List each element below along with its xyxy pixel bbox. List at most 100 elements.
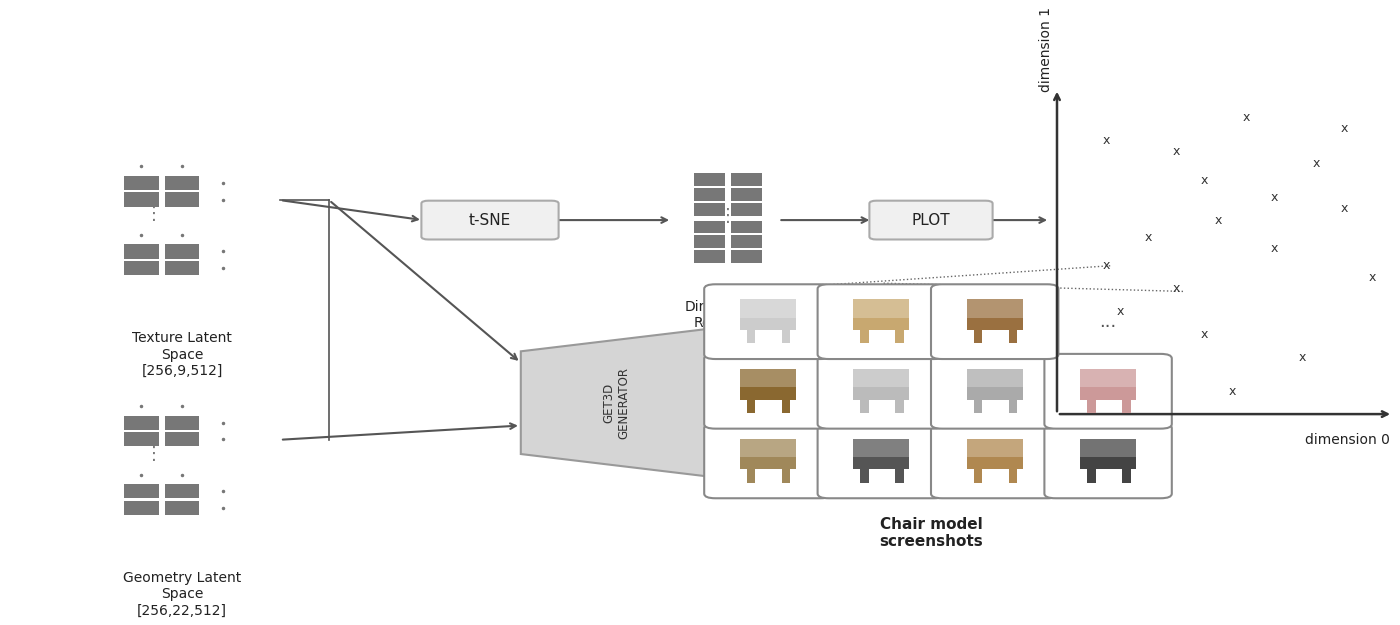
- Text: x: x: [1102, 134, 1110, 147]
- Bar: [1081, 369, 1135, 388]
- Bar: [739, 439, 795, 457]
- Text: ⋮: ⋮: [146, 206, 162, 223]
- Bar: [896, 400, 904, 413]
- FancyBboxPatch shape: [731, 173, 762, 186]
- FancyBboxPatch shape: [165, 176, 199, 190]
- FancyBboxPatch shape: [694, 236, 725, 248]
- Text: PLOT: PLOT: [911, 213, 951, 228]
- Bar: [739, 318, 795, 330]
- FancyBboxPatch shape: [694, 188, 725, 201]
- Text: x: x: [1368, 271, 1376, 284]
- Bar: [748, 330, 756, 343]
- FancyBboxPatch shape: [931, 354, 1058, 429]
- Text: t-SNE: t-SNE: [469, 213, 511, 228]
- Text: x: x: [1340, 202, 1348, 215]
- FancyBboxPatch shape: [123, 484, 158, 498]
- Text: x: x: [1340, 122, 1348, 135]
- Bar: [974, 469, 983, 482]
- Bar: [860, 330, 868, 343]
- Bar: [739, 388, 795, 400]
- Bar: [853, 388, 910, 400]
- Text: ⋮: ⋮: [146, 445, 162, 463]
- FancyBboxPatch shape: [123, 261, 158, 275]
- FancyBboxPatch shape: [1044, 424, 1172, 498]
- FancyBboxPatch shape: [704, 354, 832, 429]
- Text: Texture Latent
Space
[256,9,512]: Texture Latent Space [256,9,512]: [132, 331, 232, 378]
- FancyBboxPatch shape: [818, 424, 945, 498]
- Polygon shape: [521, 329, 711, 477]
- Bar: [853, 439, 910, 457]
- Bar: [1081, 457, 1135, 469]
- Bar: [896, 469, 904, 482]
- Text: x: x: [1242, 111, 1250, 124]
- Text: x: x: [1214, 214, 1222, 227]
- Text: x: x: [1144, 231, 1152, 244]
- FancyBboxPatch shape: [1044, 354, 1172, 429]
- FancyBboxPatch shape: [731, 251, 762, 263]
- Bar: [974, 400, 983, 413]
- Bar: [1121, 400, 1131, 413]
- Text: ...: ...: [1099, 312, 1117, 331]
- Bar: [748, 469, 756, 482]
- Text: x: x: [1312, 156, 1320, 169]
- FancyBboxPatch shape: [694, 251, 725, 263]
- FancyBboxPatch shape: [165, 501, 199, 515]
- Text: x: x: [1172, 282, 1180, 295]
- Text: x: x: [1270, 191, 1278, 204]
- Bar: [781, 330, 790, 343]
- Bar: [966, 388, 1022, 400]
- Bar: [1086, 400, 1095, 413]
- Text: ⋮: ⋮: [720, 206, 736, 224]
- Text: x: x: [1270, 242, 1278, 255]
- FancyBboxPatch shape: [731, 221, 762, 233]
- FancyBboxPatch shape: [931, 284, 1058, 359]
- FancyBboxPatch shape: [869, 201, 993, 239]
- FancyBboxPatch shape: [165, 244, 199, 259]
- Bar: [781, 400, 790, 413]
- Bar: [966, 369, 1022, 388]
- Bar: [1081, 439, 1135, 457]
- Bar: [966, 457, 1022, 469]
- Text: dimension 1: dimension 1: [1039, 7, 1053, 92]
- Bar: [1081, 388, 1135, 400]
- Bar: [739, 299, 795, 318]
- Text: x: x: [1200, 174, 1208, 187]
- Bar: [896, 330, 904, 343]
- FancyBboxPatch shape: [731, 203, 762, 216]
- Bar: [860, 469, 868, 482]
- Bar: [966, 299, 1022, 318]
- Text: x: x: [1228, 385, 1236, 398]
- FancyBboxPatch shape: [931, 424, 1058, 498]
- FancyBboxPatch shape: [165, 416, 199, 430]
- Text: dimension 0: dimension 0: [1305, 432, 1390, 447]
- FancyBboxPatch shape: [731, 236, 762, 248]
- Bar: [966, 439, 1022, 457]
- Bar: [853, 299, 910, 318]
- FancyBboxPatch shape: [123, 501, 158, 515]
- FancyBboxPatch shape: [165, 432, 199, 446]
- FancyBboxPatch shape: [123, 192, 158, 207]
- Text: x: x: [1116, 305, 1124, 318]
- Text: x: x: [1200, 328, 1208, 341]
- Bar: [739, 457, 795, 469]
- FancyBboxPatch shape: [818, 284, 945, 359]
- FancyBboxPatch shape: [165, 484, 199, 498]
- Bar: [739, 369, 795, 388]
- Text: Chair model
screenshots: Chair model screenshots: [879, 516, 983, 549]
- Bar: [1008, 400, 1016, 413]
- Bar: [1008, 330, 1016, 343]
- FancyBboxPatch shape: [123, 176, 158, 190]
- FancyBboxPatch shape: [123, 244, 158, 259]
- FancyBboxPatch shape: [694, 221, 725, 233]
- Bar: [1086, 469, 1095, 482]
- FancyBboxPatch shape: [694, 203, 725, 216]
- FancyBboxPatch shape: [704, 424, 832, 498]
- Bar: [860, 400, 868, 413]
- Bar: [1121, 469, 1131, 482]
- FancyBboxPatch shape: [421, 201, 559, 239]
- Bar: [781, 469, 790, 482]
- Text: Geometry Latent
Space
[256,22,512]: Geometry Latent Space [256,22,512]: [123, 571, 241, 618]
- FancyBboxPatch shape: [818, 354, 945, 429]
- Text: x: x: [1172, 145, 1180, 158]
- Bar: [853, 369, 910, 388]
